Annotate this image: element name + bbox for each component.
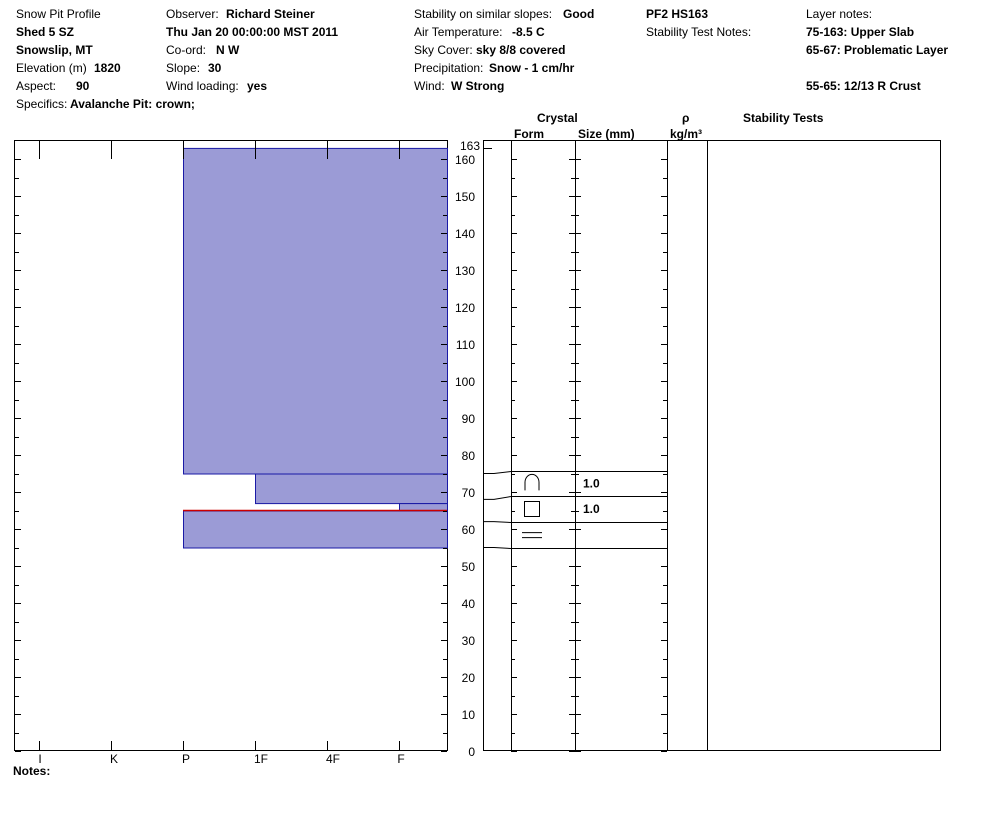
depth-tick-label: 100 (455, 375, 475, 389)
depth-tick-label: 130 (455, 264, 475, 278)
depth-tick-label: 140 (455, 227, 475, 241)
hardness-tick-label: 1F (254, 752, 268, 766)
layer-notes-label: Layer notes: (806, 7, 873, 21)
slope-label: Slope: (166, 61, 201, 75)
aspect-value: 90 (76, 79, 90, 93)
crystal-size-value: 1.0 (583, 502, 600, 516)
depth-tick-label: 10 (462, 708, 476, 722)
layer-note: 75-163: Upper Slab (806, 25, 915, 39)
hardness-labels: I K P 1F 4F F (38, 752, 404, 766)
layer-note: 65-67: Problematic Layer (806, 43, 949, 57)
hardness-layer-bar (255, 473, 448, 505)
crystal-size-value: 1.0 (583, 476, 600, 490)
depth-tick-label: 110 (456, 338, 475, 352)
stability-label: Stability on similar slopes: (414, 7, 553, 21)
wind-label: Wind: (414, 79, 445, 93)
area-name: Snowslip, MT (16, 43, 93, 57)
hardness-tick-label: F (397, 752, 404, 766)
data-table-frame (483, 140, 941, 751)
depth-tick-label: 160 (455, 153, 475, 167)
size-header: Size (mm) (578, 127, 635, 141)
observer-label: Observer: (166, 7, 219, 21)
faceted-crystals-icon (524, 501, 540, 517)
layer-connector (484, 547, 512, 549)
form-header: Form (514, 127, 544, 141)
stability-value: Good (563, 7, 595, 21)
depth-tick-label: 50 (462, 560, 476, 574)
depth-tick-label: 30 (462, 634, 476, 648)
layer-connector (484, 521, 512, 523)
hardness-layers (183, 147, 448, 549)
depth-tick-label: 150 (455, 190, 475, 204)
depth-tick-label: 20 (462, 671, 476, 685)
hardness-layer-bar (183, 147, 448, 475)
coord-value: N W (216, 43, 240, 57)
profile-title: Snow Pit Profile (16, 7, 101, 21)
wind-value: W Strong (451, 79, 505, 93)
rho-header: ρ (682, 111, 690, 125)
stability-test-notes-label: Stability Test Notes: (646, 25, 752, 39)
sky-cover-label: Sky Cover: (414, 43, 473, 57)
notes-label: Notes: (13, 764, 51, 778)
depth-tick-label: 70 (462, 486, 476, 500)
wind-loading-value: yes (247, 79, 268, 93)
specifics-label: Specifics: (16, 97, 68, 111)
depth-tick-label: 60 (462, 523, 476, 537)
layer-connector (484, 496, 512, 500)
hardness-layer-bar (183, 510, 448, 549)
layer-note: 55-65: 12/13 R Crust (806, 79, 921, 93)
hardness-ticks (39, 141, 400, 750)
specifics-value: Avalanche Pit: crown; (70, 97, 195, 111)
observer-value: Richard Steiner (226, 7, 315, 21)
crystal-header: Crystal (537, 111, 578, 125)
layer-connector (484, 471, 512, 474)
air-temp-label: Air Temperature: (414, 25, 503, 39)
precipitation-value: Snow - 1 cm/hr (489, 61, 575, 75)
depth-top-label: 163 (460, 139, 480, 153)
hardness-tick-label: P (182, 752, 190, 766)
stability-tests-header: Stability Tests (743, 111, 824, 125)
air-temp-value: -8.5 C (512, 25, 545, 39)
elevation-value: 1820 (94, 61, 121, 75)
sky-cover-value: sky 8/8 covered (476, 43, 566, 57)
hardness-tick-label: K (110, 752, 118, 766)
slope-value: 30 (208, 61, 222, 75)
crystal-rows: 1.0 1.0 (484, 471, 667, 549)
hardness-tick-label: 4F (326, 752, 340, 766)
depth-tick-label: 0 (468, 745, 475, 759)
wind-loading-label: Wind loading: (166, 79, 239, 93)
depth-tick-label: 90 (462, 412, 476, 426)
location-name: Shed 5 SZ (16, 25, 75, 39)
coord-label: Co-ord: (166, 43, 207, 57)
hardness-tick-label: I (38, 752, 41, 766)
depth-tick-label: 40 (462, 597, 476, 611)
precipitation-label: Precipitation: (414, 61, 484, 75)
density-unit-header: kg/m³ (670, 127, 703, 141)
depth-tick-label: 120 (455, 301, 475, 315)
rounded-grains-icon (524, 473, 540, 491)
observation-date: Thu Jan 20 00:00:00 MST 2011 (166, 25, 339, 39)
elevation-label: Elevation (m) (16, 61, 87, 75)
profile-id: PF2 HS163 (646, 7, 709, 21)
depth-tick-label: 80 (462, 449, 476, 463)
aspect-label: Aspect: (16, 79, 57, 93)
